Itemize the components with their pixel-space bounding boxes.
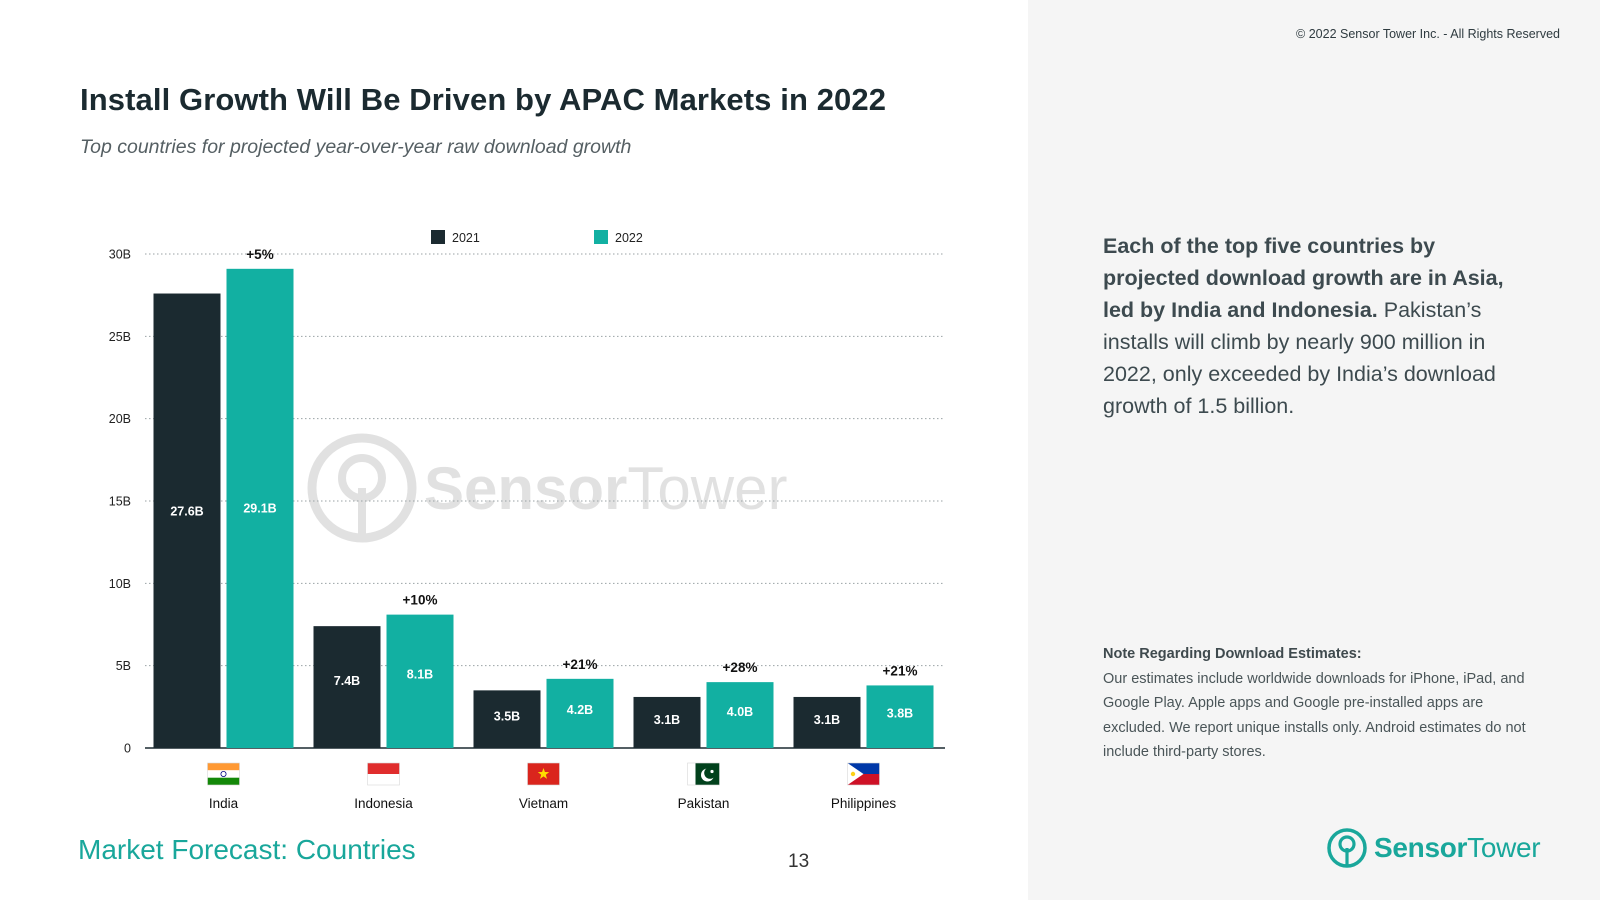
page-number: 13 xyxy=(788,851,810,872)
y-tick-label: 0 xyxy=(124,742,131,756)
x-category-label: Indonesia xyxy=(354,796,413,811)
note-body: Our estimates include worldwide download… xyxy=(1103,670,1526,761)
bar-2021-vietnam xyxy=(473,690,541,748)
indonesia-flag-icon xyxy=(367,762,400,786)
bar-2022-vietnam xyxy=(546,678,614,748)
page-subtitle: Top countries for projected year-over-ye… xyxy=(80,136,632,158)
bar-value-label: 3.8B xyxy=(887,707,913,721)
growth-label: +21% xyxy=(563,657,598,672)
bar-2022-indonesia xyxy=(386,614,454,748)
bar-value-label: 29.1B xyxy=(243,501,276,515)
bar-chart: SensorTower 0 5B 10B 15B 20B 25B 30B 27.6B 29.1… xyxy=(109,230,945,811)
bar-2021-pakistan xyxy=(633,696,701,748)
y-tick-label: 25B xyxy=(109,330,131,344)
page-title: Install Growth Will Be Driven by APAC Ma… xyxy=(80,82,887,117)
y-tick-label: 20B xyxy=(109,412,131,426)
bar-2021-india xyxy=(153,293,221,748)
bar-value-label: 3.1B xyxy=(654,713,680,727)
growth-label: +21% xyxy=(883,663,918,678)
download-estimates-note: Note Regarding Download Estimates: Our e… xyxy=(1103,642,1543,765)
logo-text: SensorTower xyxy=(1374,832,1541,863)
bar-value-label: 8.1B xyxy=(407,668,433,682)
y-tick-label: 15B xyxy=(109,495,131,509)
legend-swatch xyxy=(431,230,445,244)
philippines-flag-icon xyxy=(847,762,880,786)
watermark-logo-icon xyxy=(307,433,417,543)
sensor-tower-logo: SensorTower xyxy=(1326,827,1541,869)
legend-label: 2022 xyxy=(615,231,643,245)
pakistan-flag-icon xyxy=(687,762,720,786)
y-tick-label: 5B xyxy=(116,659,131,673)
summary-text: Each of the top five countries by projec… xyxy=(1103,230,1523,422)
bar-2021-indonesia xyxy=(313,626,381,748)
vietnam-flag-icon xyxy=(527,762,560,786)
legend-label: 2021 xyxy=(452,231,480,245)
bar-2022-pakistan xyxy=(706,682,774,748)
sensor-tower-watermark: SensorTower xyxy=(307,433,787,543)
bar-value-label: 4.2B xyxy=(567,703,593,717)
bar-value-label: 7.4B xyxy=(334,674,360,688)
y-tick-label: 30B xyxy=(109,248,131,262)
summary-regular: Pakistan’s installs will climb by nearly… xyxy=(1103,298,1496,418)
bar-value-label: 3.5B xyxy=(494,709,520,723)
growth-label: +28% xyxy=(723,660,758,675)
section-title: Market Forecast: Countries xyxy=(78,834,416,865)
x-category-label: Philippines xyxy=(831,796,897,811)
right-panel xyxy=(1028,0,1600,900)
x-category-label: Vietnam xyxy=(519,796,568,811)
summary-bold: Each of the top five countries by projec… xyxy=(1103,234,1504,322)
legend-item-2022: 2022 xyxy=(594,230,643,245)
x-category-label: India xyxy=(209,796,239,811)
note-title: Note Regarding Download Estimates: xyxy=(1103,646,1362,662)
bar-2022-philippines xyxy=(866,685,934,748)
copyright-notice: © 2022 Sensor Tower Inc. - All Rights Re… xyxy=(1296,27,1560,41)
sensor-tower-logo-icon xyxy=(1327,828,1367,868)
bar-value-label: 4.0B xyxy=(727,705,753,719)
bar-value-label: 27.6B xyxy=(170,505,203,519)
watermark-text: SensorTower xyxy=(424,455,787,522)
growth-label: +10% xyxy=(403,593,438,608)
x-category-label: Pakistan xyxy=(678,796,730,811)
legend-item-2021: 2021 xyxy=(431,230,480,245)
y-tick-label: 10B xyxy=(109,577,131,591)
bar-2022-india xyxy=(226,268,294,748)
bar-2021-philippines xyxy=(793,696,861,748)
bar-value-label: 3.1B xyxy=(814,713,840,727)
growth-label: +5% xyxy=(246,247,273,262)
india-flag-icon xyxy=(207,762,240,786)
legend-swatch xyxy=(594,230,608,244)
